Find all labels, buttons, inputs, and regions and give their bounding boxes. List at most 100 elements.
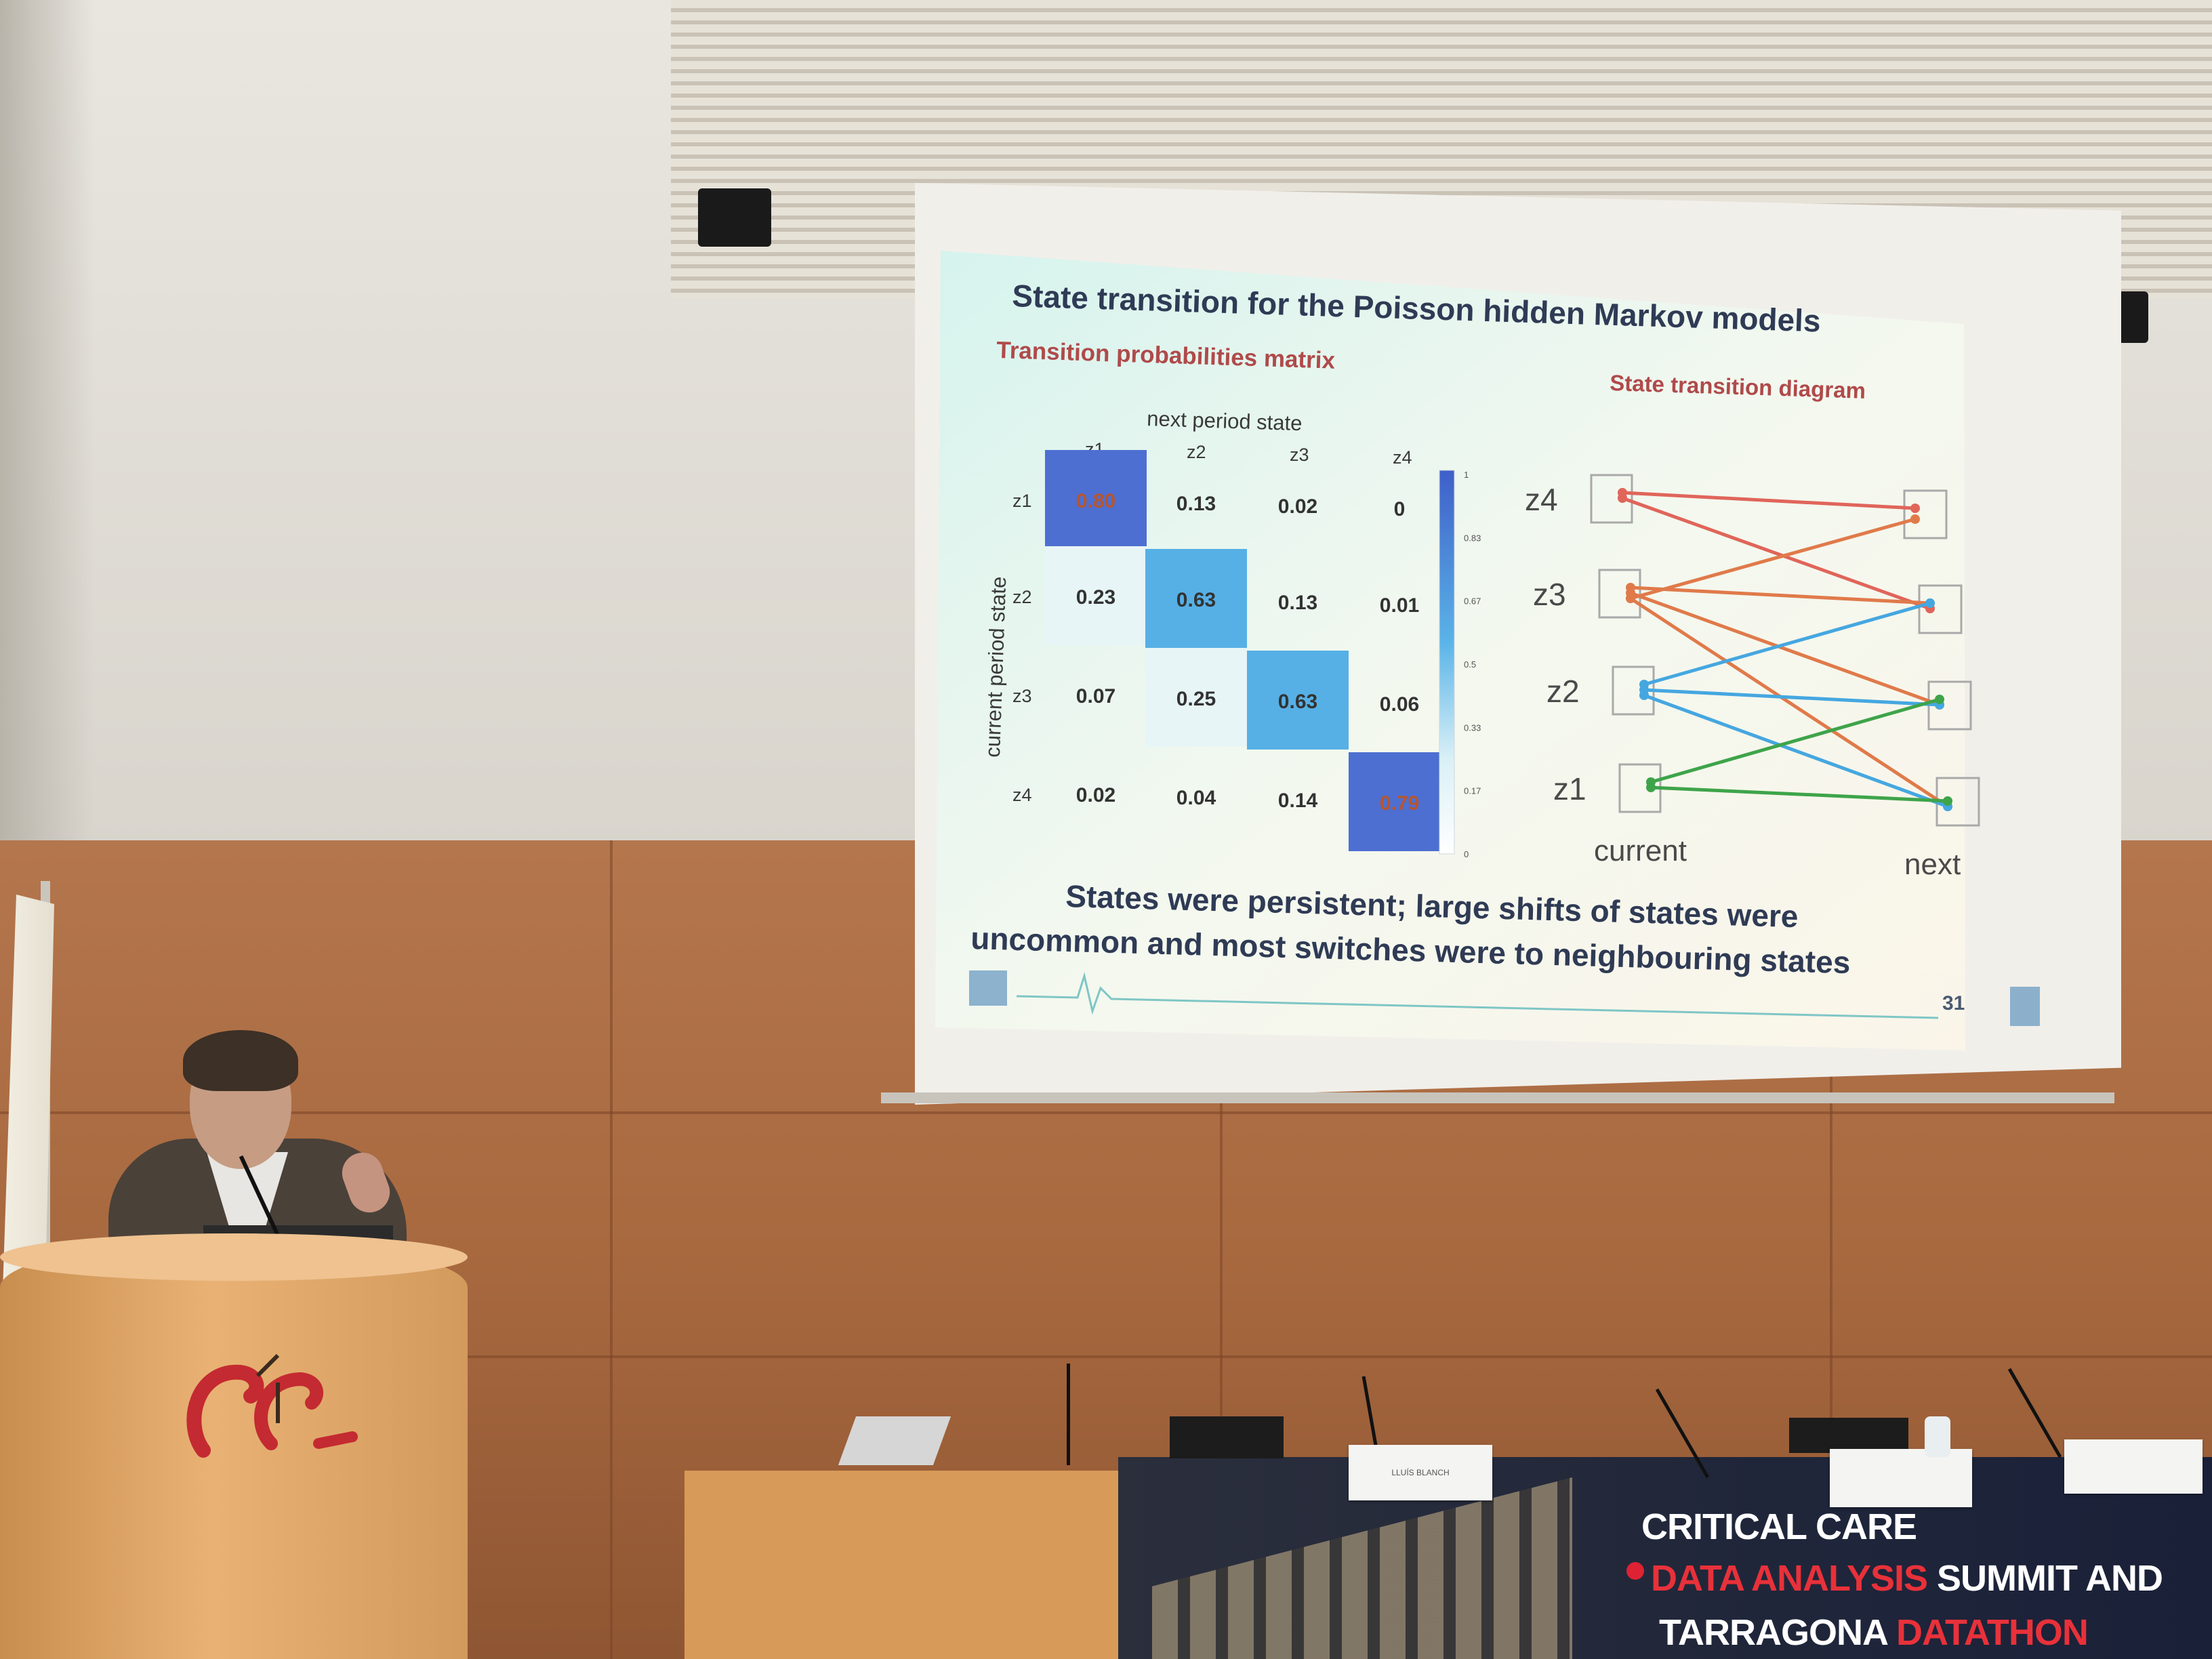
nameplate bbox=[2064, 1439, 2203, 1494]
transition-edge bbox=[1629, 596, 1949, 808]
diagram-state-label: z2 bbox=[1547, 674, 1580, 709]
banner-line3-white: TARRAGONA bbox=[1659, 1612, 1896, 1653]
wall-shadow bbox=[0, 0, 95, 847]
matrix-cell-value: 0.13 bbox=[1176, 493, 1216, 515]
diagram-state-label: z1 bbox=[1553, 771, 1586, 806]
transition-edge bbox=[1643, 688, 1940, 707]
diagram-node-next bbox=[1903, 489, 1948, 539]
transition-edge bbox=[1643, 693, 1948, 808]
diagram-current-label: current bbox=[1594, 834, 1687, 867]
diagram-state-label: z3 bbox=[1533, 577, 1566, 612]
colorbar-tick: 0.67 bbox=[1464, 596, 1481, 607]
matrix-cell-value: 0.80 bbox=[1076, 490, 1115, 512]
matrix-cell-value: 0 bbox=[1394, 498, 1406, 520]
matrix-cell-value: 0.63 bbox=[1176, 589, 1216, 611]
footer-logo-right bbox=[2010, 987, 2040, 1026]
table-monitor bbox=[1170, 1416, 1284, 1458]
transition-edge bbox=[1630, 586, 1931, 605]
edge-end-dot bbox=[1935, 695, 1944, 704]
colorbar-tick: 0.5 bbox=[1464, 659, 1476, 670]
edge-start-dot bbox=[1626, 594, 1635, 603]
transition-edge bbox=[1630, 591, 1940, 707]
col-state-label: z4 bbox=[1393, 447, 1412, 468]
edge-start-dot bbox=[1618, 493, 1627, 503]
matrix-cell-value: 0.79 bbox=[1380, 792, 1419, 815]
edge-end-dot bbox=[1910, 514, 1920, 524]
matrix-cell-value: 0.07 bbox=[1076, 685, 1115, 708]
edge-end-dot bbox=[1925, 598, 1935, 608]
transition-edge bbox=[1622, 496, 1931, 611]
colorbar-gradient bbox=[1439, 470, 1455, 855]
matrix-cell-value: 0.14 bbox=[1278, 790, 1318, 812]
banner-line2-white: SUMMIT AND bbox=[1927, 1558, 2163, 1599]
matrix-cell-value: 0.23 bbox=[1076, 586, 1115, 609]
footer-badge: 31 bbox=[1942, 992, 1965, 1015]
nameplate bbox=[1830, 1449, 1972, 1507]
presenter-hair bbox=[183, 1030, 298, 1091]
banner-line2-red: DATA ANALYSIS bbox=[1651, 1558, 1928, 1599]
colorbar-tick: 0.83 bbox=[1464, 533, 1481, 543]
row-state-label: z2 bbox=[1012, 587, 1032, 607]
panel-seam bbox=[1830, 840, 1832, 1659]
colorbar-tick: 0.17 bbox=[1464, 786, 1481, 796]
panel-table-front bbox=[684, 1471, 1118, 1659]
banner-line3-red: DATATHON bbox=[1896, 1612, 2089, 1653]
footer-logo-left bbox=[969, 970, 1007, 1006]
transition-edge bbox=[1650, 785, 1948, 803]
matrix-cell bbox=[1145, 648, 1247, 747]
matrix-cell bbox=[1045, 546, 1147, 645]
matrix-cell bbox=[1349, 752, 1450, 851]
colorbar: 1 0.83 0.67 0.5 0.33 0.17 0 bbox=[1439, 470, 1481, 859]
panel-seam bbox=[0, 1111, 2212, 1114]
colorbar-tick: 0.33 bbox=[1464, 722, 1481, 733]
matrix-cell-value: 0.06 bbox=[1380, 693, 1419, 716]
colorbar-tick: 1 bbox=[1464, 470, 1469, 480]
loudspeaker-left bbox=[698, 188, 771, 247]
matrix-cell bbox=[1247, 651, 1349, 750]
edge-start-dot bbox=[1646, 783, 1656, 792]
transition-edge bbox=[1630, 517, 1916, 600]
matrix-cell-value: 0.02 bbox=[1076, 784, 1115, 806]
university-logo bbox=[186, 1353, 358, 1458]
water-bottle bbox=[1925, 1416, 1950, 1457]
table-monitor bbox=[1789, 1418, 1908, 1453]
lectern-top bbox=[0, 1233, 468, 1281]
panel-seam bbox=[1220, 840, 1223, 1659]
transition-edge bbox=[1643, 601, 1931, 687]
ecg-footer-line bbox=[1016, 972, 1939, 1019]
diagram-state-label: z4 bbox=[1525, 482, 1558, 517]
banner-line1: CRITICAL CARE bbox=[1641, 1507, 1917, 1547]
banner-line2: DATA ANALYSIS SUMMIT AND bbox=[1651, 1557, 2163, 1599]
matrix-cell-value: 0.01 bbox=[1380, 594, 1419, 617]
matrix-cell-value: 0.13 bbox=[1278, 592, 1317, 614]
nameplate-text: LLUÍS BLANCH bbox=[1391, 1468, 1450, 1477]
col-state-label: z3 bbox=[1290, 445, 1309, 465]
col-state-label: z2 bbox=[1187, 442, 1206, 462]
row-state-label: z3 bbox=[1012, 686, 1032, 706]
matrix-cell-value: 0.63 bbox=[1278, 691, 1317, 713]
edge-start-dot bbox=[1639, 691, 1649, 700]
table-microphone bbox=[1067, 1364, 1070, 1465]
banner-line3: TARRAGONA DATATHON bbox=[1659, 1612, 2089, 1654]
matrix-cell-value: 0.04 bbox=[1176, 787, 1216, 809]
diagram-next-label: next bbox=[1904, 848, 1961, 881]
lectern bbox=[0, 1240, 468, 1659]
banner-dot bbox=[1626, 1562, 1644, 1580]
transition-edge bbox=[1650, 697, 1940, 784]
diagram-node-current bbox=[1598, 569, 1641, 619]
diagram-node-current bbox=[1590, 474, 1633, 524]
diagram-node-next bbox=[1918, 584, 1963, 634]
panel-seam bbox=[0, 1355, 2212, 1358]
matrix-cell bbox=[1045, 450, 1147, 549]
matrix-cell-value: 0.02 bbox=[1278, 495, 1317, 518]
row-state-label: z1 bbox=[1012, 491, 1032, 511]
screen-bottom-bar bbox=[881, 1092, 2114, 1103]
transition-edge bbox=[1622, 491, 1916, 510]
edge-end-dot bbox=[1910, 504, 1920, 513]
row-state-label: z4 bbox=[1012, 785, 1032, 805]
matrix-cell bbox=[1145, 549, 1247, 648]
panel-seam bbox=[610, 840, 613, 1659]
